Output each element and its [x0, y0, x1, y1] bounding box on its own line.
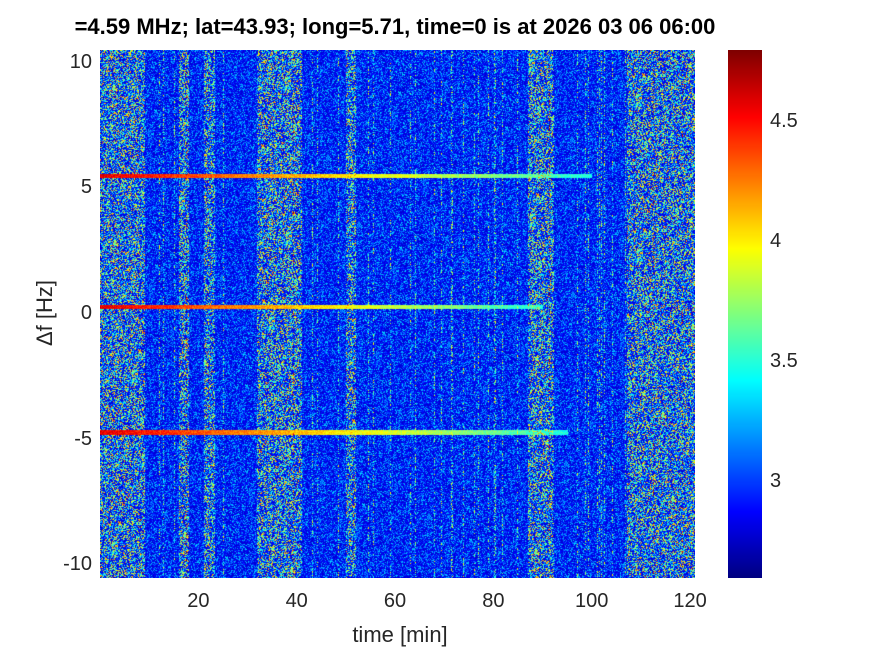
x-axis-label: time [min] — [352, 622, 448, 647]
x-tick-label: 100 — [575, 590, 609, 612]
x-tick-label: 60 — [383, 590, 407, 612]
y-tick-label: 10 — [69, 50, 92, 73]
y-tick-label: 0 — [80, 302, 92, 324]
colorbar — [728, 50, 762, 578]
y-tick-label: -5 — [74, 427, 92, 450]
y-tick-label: 5 — [80, 176, 92, 199]
colorbar-tick-label: 3.5 — [770, 350, 798, 372]
colorbar-tick-label: 4 — [770, 230, 782, 252]
y-axis-label: Δf [Hz] — [32, 279, 57, 347]
x-tick-label: 120 — [673, 590, 707, 612]
colorbar-tick-label: 3 — [770, 470, 782, 492]
x-tick-label: 80 — [482, 590, 505, 612]
colorbar-tick-label: 4.5 — [770, 110, 798, 132]
x-tick-label: 20 — [187, 590, 210, 612]
chart-title: =4.59 MHz; lat=43.93; long=5.71, time=0 … — [74, 14, 716, 39]
x-tick-label: 40 — [285, 590, 308, 612]
y-tick-label: -10 — [63, 553, 92, 576]
spectrogram-heatmap — [100, 50, 695, 578]
